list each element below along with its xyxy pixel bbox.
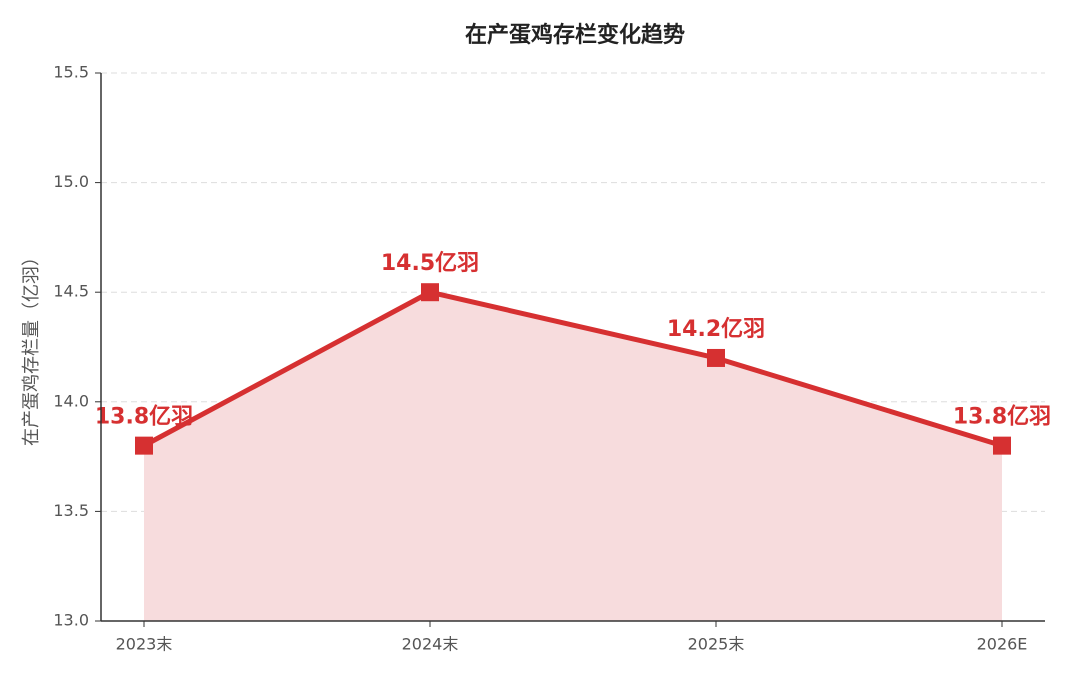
line bbox=[142, 289, 1003, 449]
y-tick-label: 15.5 bbox=[53, 63, 89, 82]
marker bbox=[707, 348, 725, 367]
x-tick-label: 2024末 bbox=[402, 635, 459, 654]
value-label: 13.8亿羽 bbox=[95, 405, 193, 430]
y-tick-label: 15.0 bbox=[53, 172, 89, 191]
chart-title: 在产蛋鸡存栏变化趋势 bbox=[465, 22, 685, 48]
x-tick-label: 2023末 bbox=[116, 635, 173, 654]
marker bbox=[993, 436, 1011, 455]
y-tick-label: 14.5 bbox=[53, 282, 89, 301]
value-label: 14.2亿羽 bbox=[667, 317, 765, 342]
marker bbox=[421, 283, 439, 302]
value-label: 14.5亿羽 bbox=[381, 251, 479, 276]
value-label: 13.8亿羽 bbox=[953, 405, 1051, 430]
y-tick-label: 13.0 bbox=[53, 611, 89, 630]
y-tick-label: 14.0 bbox=[53, 391, 89, 410]
x-tick-label: 2025末 bbox=[688, 635, 745, 654]
x-tick-label: 2026E bbox=[977, 635, 1028, 654]
y-tick-label: 13.5 bbox=[53, 501, 89, 520]
area bbox=[144, 292, 1002, 621]
marker bbox=[135, 436, 153, 455]
y-axis-label: 在产蛋鸡存栏量（亿羽） bbox=[21, 248, 42, 446]
